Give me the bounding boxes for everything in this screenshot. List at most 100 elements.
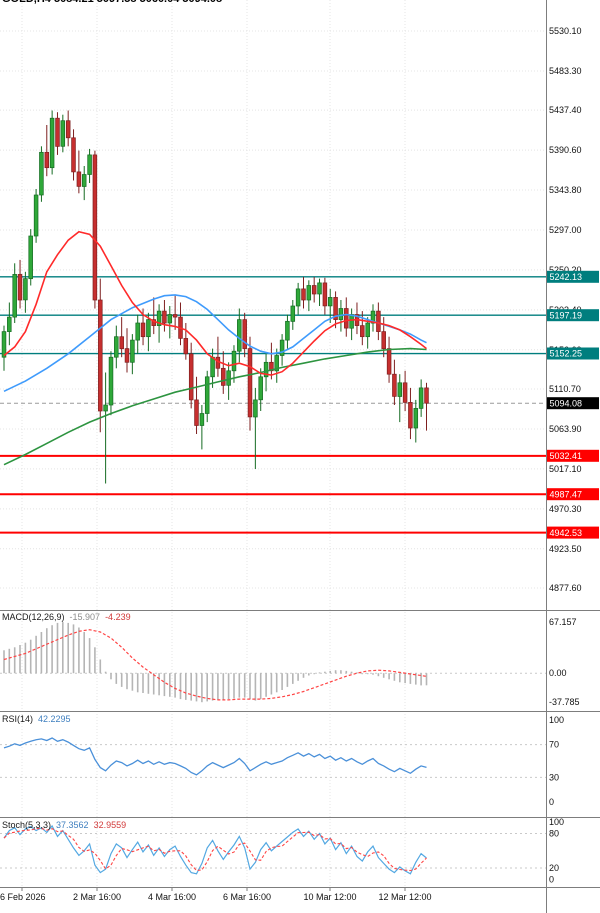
macd-main-value: -15.907 xyxy=(69,612,101,622)
macd-histogram-bar xyxy=(179,673,182,700)
resistance-price-tag[interactable]: 5242.13 xyxy=(547,270,599,283)
symbol-ohlc-label: GOLD,H4 5084.21 5097.58 5060.04 5094.08 xyxy=(2,0,222,5)
macd-histogram-bar xyxy=(195,673,198,702)
candle xyxy=(242,312,247,358)
macd-histogram-bar xyxy=(185,673,187,700)
candle xyxy=(199,405,205,450)
candle xyxy=(263,353,269,392)
candle xyxy=(258,368,263,411)
candle xyxy=(285,314,290,349)
time-axis-label: 6 Feb 2026 xyxy=(0,892,46,902)
macd-histogram-bar xyxy=(99,659,102,674)
candle xyxy=(210,348,215,388)
candle xyxy=(92,150,98,309)
support-price-tag[interactable]: 5032.41 xyxy=(547,449,599,462)
macd-histogram-bar xyxy=(62,622,64,674)
price-axis-label: 4923.50 xyxy=(549,544,582,554)
support-price-tag[interactable]: 4942.53 xyxy=(547,526,599,539)
candle xyxy=(12,263,17,323)
candle xyxy=(295,282,301,315)
macd-histogram-bar xyxy=(308,673,310,676)
candle xyxy=(130,334,135,375)
candle xyxy=(167,306,173,339)
svg-text:4987.47: 4987.47 xyxy=(550,489,583,499)
stoch-name: Stoch(5,3,3) xyxy=(2,820,52,830)
macd-histogram-bar xyxy=(147,673,150,694)
price-axis-label: 5017.10 xyxy=(549,464,582,474)
price-axis-label: 5390.60 xyxy=(549,145,582,155)
rsi-line xyxy=(3,737,427,776)
candle xyxy=(317,278,322,306)
ma-slow-line xyxy=(3,347,427,466)
ma-fast-line xyxy=(3,230,427,376)
macd-histogram-bar xyxy=(136,673,139,693)
candle xyxy=(108,351,114,416)
macd-histogram-bar xyxy=(169,673,171,697)
grid xyxy=(0,0,546,888)
candle xyxy=(392,359,397,405)
ma-mid-line xyxy=(3,294,427,393)
macd-histogram-bar xyxy=(415,673,417,685)
macd-histogram-bar xyxy=(13,647,16,674)
macd-histogram-bar xyxy=(329,670,331,674)
candle xyxy=(360,311,365,346)
candle xyxy=(114,325,119,369)
candle xyxy=(1,325,7,371)
macd-histogram-bar xyxy=(120,673,123,687)
candle xyxy=(247,336,253,431)
candle xyxy=(194,376,199,434)
candle xyxy=(172,295,178,330)
candles-series xyxy=(1,110,429,484)
time-axis-label: 6 Mar 16:00 xyxy=(223,892,271,902)
candle xyxy=(33,189,39,243)
macd-histogram-bar xyxy=(83,632,85,674)
candle xyxy=(119,317,124,358)
macd-histogram-bar xyxy=(40,632,43,674)
price-axis-label: 5483.30 xyxy=(549,66,582,76)
stoch-d-line xyxy=(3,827,427,872)
resistance-price-tag[interactable]: 5152.25 xyxy=(547,347,599,360)
candle xyxy=(81,166,87,201)
macd-histogram-bar xyxy=(19,645,21,674)
candle xyxy=(188,342,194,409)
macd-histogram-bar xyxy=(361,673,364,675)
macd-histogram-bar xyxy=(292,673,294,684)
macd-histogram-bar xyxy=(388,673,390,680)
candle xyxy=(269,342,274,380)
macd-histogram-bar xyxy=(222,673,225,700)
candle xyxy=(349,308,354,341)
stoch-d-value: 32.9559 xyxy=(93,820,127,830)
candle xyxy=(28,229,33,286)
macd-histogram-bar xyxy=(227,673,230,700)
macd-name: MACD(12,26,9) xyxy=(2,612,65,622)
candle xyxy=(424,382,429,431)
candle xyxy=(370,304,376,332)
macd-histogram-bar xyxy=(377,673,380,677)
stoch-indicator-label: Stoch(5,3,3) 37.3562 32.9559 xyxy=(2,820,131,830)
support-price-tag[interactable]: 4987.47 xyxy=(547,488,599,501)
price-axis-label: 5063.90 xyxy=(549,424,582,434)
price-axis-label: 5250.20 xyxy=(549,265,582,275)
candle xyxy=(71,129,76,181)
macd-histogram-bar xyxy=(152,673,155,695)
candle xyxy=(290,300,296,330)
resistance-price-tag[interactable]: 5197.19 xyxy=(547,309,599,322)
macd-histogram-bar xyxy=(318,672,321,674)
rsi-axis-label: 70 xyxy=(549,740,559,750)
macd-histogram-bar xyxy=(88,638,91,674)
macd-histogram-bar xyxy=(259,673,262,700)
candle xyxy=(386,336,392,383)
svg-text:5242.13: 5242.13 xyxy=(550,272,583,282)
macd-histogram-bar xyxy=(104,671,107,674)
macd-histogram-bar xyxy=(356,672,358,674)
stoch-axis-label: 100 xyxy=(549,817,564,827)
macd-indicator-label: MACD(12,26,9) -15.907 -4.239 xyxy=(2,612,136,622)
candle xyxy=(311,276,317,303)
macd-histogram-bar xyxy=(131,673,134,691)
macd-histogram-bar xyxy=(142,673,144,693)
current-price-tag[interactable]: 5094.08 xyxy=(547,397,599,410)
macd-histogram-bar xyxy=(233,673,235,699)
stoch-axis-label: 0 xyxy=(549,875,554,885)
candle xyxy=(301,276,306,309)
